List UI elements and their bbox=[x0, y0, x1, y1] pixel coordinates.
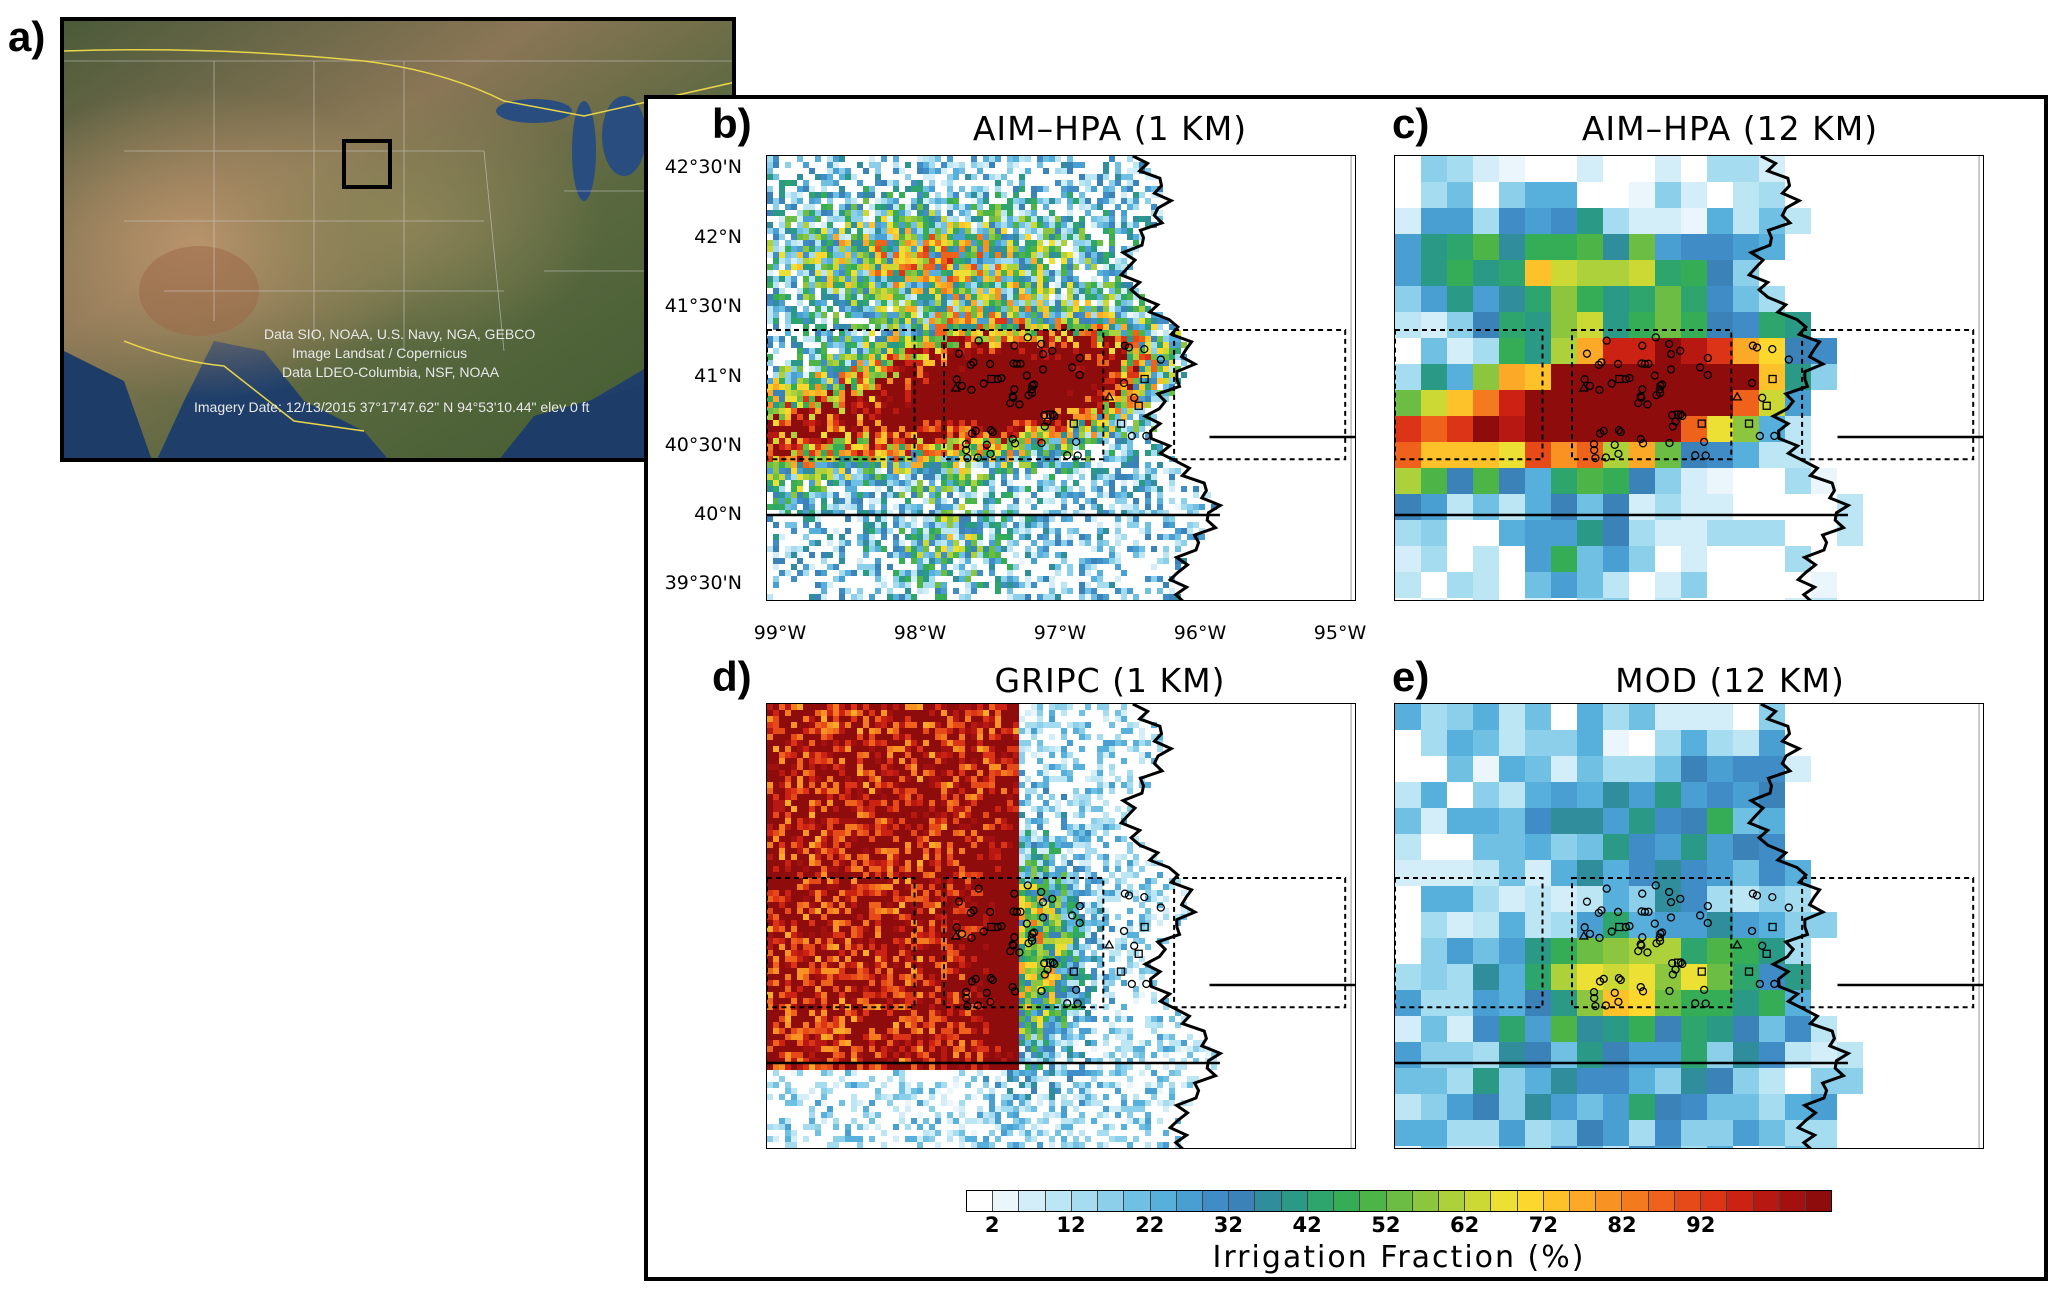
colorbar-swatch bbox=[1622, 1191, 1649, 1211]
colorbar-swatch bbox=[1071, 1191, 1099, 1211]
irrigation-raster bbox=[1395, 156, 1983, 600]
panel-label-a: a) bbox=[8, 13, 46, 60]
colorbar-title: Irrigation Fraction (%) bbox=[1212, 1240, 1586, 1275]
colorbar-swatch bbox=[1098, 1191, 1125, 1211]
colorbar-swatch bbox=[1150, 1191, 1177, 1211]
colorbar-swatch bbox=[1176, 1191, 1203, 1211]
map-panel-d bbox=[766, 703, 1356, 1149]
colorbar-swatch bbox=[1465, 1191, 1492, 1211]
colorbar-tick-label: 52 bbox=[1371, 1213, 1401, 1237]
colorbar-tick-label: 72 bbox=[1528, 1213, 1558, 1237]
panel-title-e: MOD (12 KM) bbox=[1615, 661, 1845, 700]
lon-label-98: 98°W bbox=[893, 622, 947, 644]
imagery-date: Imagery Date: 12/13/2015 37°17'47.62" N … bbox=[194, 399, 590, 415]
colorbar-swatch bbox=[1334, 1191, 1361, 1211]
colorbar bbox=[966, 1190, 1832, 1212]
irrigation-raster bbox=[1395, 704, 1983, 1148]
colorbar-tick-label: 22 bbox=[1135, 1213, 1165, 1237]
colorbar-tick-label: 32 bbox=[1213, 1213, 1244, 1237]
lon-label-95: 95°W bbox=[1313, 622, 1367, 644]
lat-label-40: 40°N bbox=[694, 503, 742, 525]
irrigation-raster bbox=[767, 156, 1355, 600]
lon-label-99: 99°W bbox=[753, 622, 807, 644]
colorbar-tick-label: 42 bbox=[1292, 1213, 1322, 1237]
colorbar-swatch bbox=[1596, 1191, 1623, 1211]
colorbar-tick-label: 92 bbox=[1686, 1213, 1716, 1237]
colorbar-swatch bbox=[993, 1191, 1020, 1211]
colorbar-swatch bbox=[1701, 1191, 1728, 1211]
map-panel-b bbox=[766, 155, 1356, 601]
colorbar-swatch bbox=[1517, 1191, 1544, 1211]
lat-label-42-30: 42°30'N bbox=[664, 156, 742, 178]
attribution-line-2: Image Landsat / Copernicus bbox=[292, 345, 468, 361]
colorbar-swatch bbox=[1386, 1191, 1413, 1211]
colorbar-swatch bbox=[967, 1191, 994, 1211]
lat-label-39-30: 39°30'N bbox=[664, 572, 742, 594]
satellite-overview-map: Data SIO, NOAA, U.S. Navy, NGA, GEBCO Im… bbox=[60, 17, 736, 462]
map-panel-e bbox=[1394, 703, 1984, 1149]
colorbar-swatch bbox=[1281, 1191, 1308, 1211]
colorbar-swatch bbox=[1806, 1191, 1832, 1211]
colorbar-swatch bbox=[1229, 1191, 1256, 1211]
lat-label-41: 41°N bbox=[694, 365, 742, 387]
panel-label-c: c) bbox=[1392, 100, 1430, 147]
satellite-image bbox=[64, 21, 732, 458]
colorbar-swatch bbox=[1412, 1191, 1439, 1211]
colorbar-swatch bbox=[1438, 1191, 1466, 1211]
colorbar-swatch bbox=[1360, 1191, 1387, 1211]
irrigation-raster bbox=[767, 704, 1355, 1148]
attribution-line-1: Data SIO, NOAA, U.S. Navy, NGA, GEBCO bbox=[264, 326, 536, 342]
panel-title-c: AIM–HPA (12 KM) bbox=[1581, 109, 1879, 148]
colorbar-tick-label: 82 bbox=[1607, 1213, 1637, 1237]
colorbar-swatch bbox=[1543, 1191, 1571, 1211]
colorbar-swatch bbox=[1255, 1191, 1282, 1211]
panel-title-d: GRIPC (1 KM) bbox=[994, 661, 1226, 700]
panel-label-d: d) bbox=[712, 653, 752, 700]
map-panel-c bbox=[1394, 155, 1984, 601]
study-region-box bbox=[342, 139, 392, 189]
lon-label-97: 97°W bbox=[1033, 622, 1087, 644]
lon-label-96: 96°W bbox=[1173, 622, 1227, 644]
colorbar-swatch bbox=[1124, 1191, 1151, 1211]
colorbar-swatch bbox=[1307, 1191, 1335, 1211]
colorbar-swatch bbox=[1045, 1191, 1072, 1211]
colorbar-swatch bbox=[1674, 1191, 1702, 1211]
lat-label-42: 42°N bbox=[694, 226, 742, 248]
panel-label-b: b) bbox=[712, 100, 752, 147]
colorbar-tick-label: 12 bbox=[1056, 1213, 1086, 1237]
colorbar-swatch bbox=[1648, 1191, 1675, 1211]
colorbar-swatch bbox=[1019, 1191, 1046, 1211]
colorbar-swatch bbox=[1779, 1191, 1806, 1211]
colorbar-swatch bbox=[1202, 1191, 1230, 1211]
colorbar-swatch bbox=[1491, 1191, 1518, 1211]
panel-title-b: AIM–HPA (1 KM) bbox=[972, 109, 1248, 148]
colorbar-tick-label: 2 bbox=[984, 1213, 1000, 1237]
lat-label-40-30: 40°30'N bbox=[664, 434, 742, 456]
lat-label-41-30: 41°30'N bbox=[664, 295, 742, 317]
panel-label-e: e) bbox=[1392, 653, 1430, 700]
colorbar-swatch bbox=[1753, 1191, 1780, 1211]
colorbar-swatch bbox=[1570, 1191, 1597, 1211]
attribution-line-3: Data LDEO-Columbia, NSF, NOAA bbox=[282, 364, 500, 380]
colorbar-tick-label: 62 bbox=[1449, 1213, 1480, 1237]
colorbar-swatch bbox=[1727, 1191, 1754, 1211]
